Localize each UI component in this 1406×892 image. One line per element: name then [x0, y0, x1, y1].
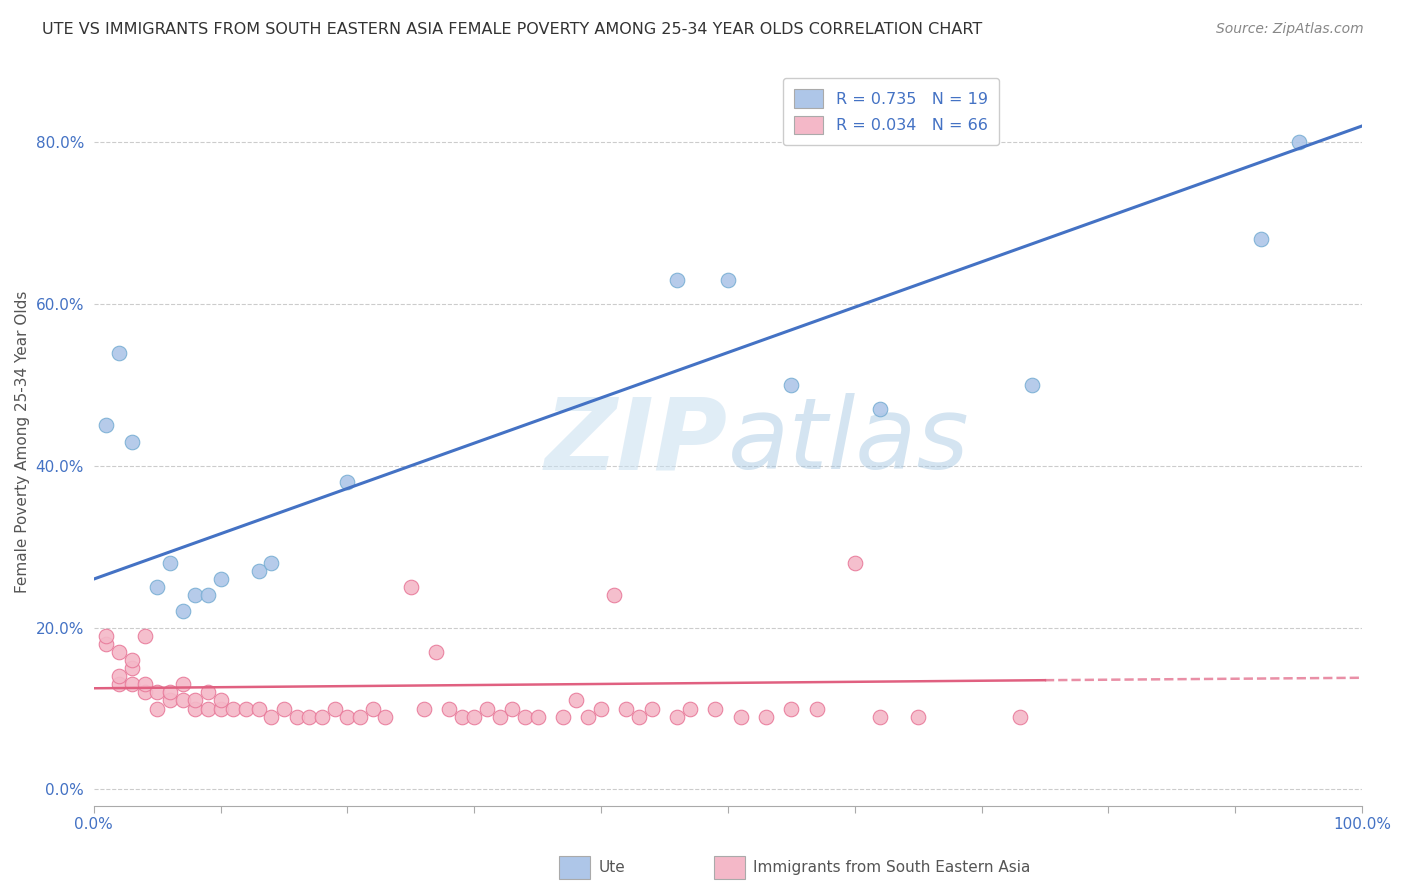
Point — [780, 377, 803, 392]
Point — [273, 701, 295, 715]
Point — [551, 709, 574, 723]
Point — [1250, 232, 1272, 246]
Point — [730, 709, 752, 723]
Point — [159, 685, 181, 699]
Point — [184, 693, 207, 707]
Point — [463, 709, 485, 723]
Legend: R = 0.735   N = 19, R = 0.034   N = 66: R = 0.735 N = 19, R = 0.034 N = 66 — [783, 78, 998, 145]
Point — [247, 701, 270, 715]
Point — [806, 701, 828, 715]
Point — [666, 709, 689, 723]
Point — [374, 709, 396, 723]
Text: atlas: atlas — [728, 393, 970, 490]
Point — [717, 273, 740, 287]
Point — [172, 693, 194, 707]
Point — [121, 677, 143, 691]
Y-axis label: Female Poverty Among 25-34 Year Olds: Female Poverty Among 25-34 Year Olds — [15, 290, 30, 592]
Point — [108, 345, 131, 359]
Point — [591, 701, 613, 715]
Point — [513, 709, 536, 723]
Point — [146, 701, 169, 715]
Point — [108, 645, 131, 659]
Point — [1288, 135, 1310, 149]
Point — [184, 588, 207, 602]
Point — [666, 273, 689, 287]
Point — [172, 677, 194, 691]
Point — [349, 709, 371, 723]
Point — [146, 580, 169, 594]
Point — [564, 693, 586, 707]
Point — [488, 709, 510, 723]
Point — [96, 637, 118, 651]
Point — [197, 701, 219, 715]
Point — [755, 709, 778, 723]
Point — [679, 701, 702, 715]
Point — [209, 572, 232, 586]
Point — [159, 556, 181, 570]
Point — [361, 701, 384, 715]
Point — [603, 588, 626, 602]
Text: ZIP: ZIP — [546, 393, 728, 490]
Point — [616, 701, 638, 715]
Point — [869, 402, 891, 417]
Point — [412, 701, 434, 715]
Point — [780, 701, 803, 715]
Point — [159, 693, 181, 707]
Point — [209, 693, 232, 707]
Point — [450, 709, 472, 723]
Text: Immigrants from South Eastern Asia: Immigrants from South Eastern Asia — [754, 861, 1031, 875]
Point — [437, 701, 460, 715]
Point — [134, 629, 156, 643]
Text: Source: ZipAtlas.com: Source: ZipAtlas.com — [1216, 22, 1364, 37]
Point — [869, 709, 891, 723]
Point — [134, 677, 156, 691]
Point — [298, 709, 321, 723]
Point — [121, 661, 143, 675]
Point — [1021, 377, 1043, 392]
Text: Ute: Ute — [599, 861, 626, 875]
Point — [108, 677, 131, 691]
Point — [247, 564, 270, 578]
Point — [285, 709, 308, 723]
Point — [96, 629, 118, 643]
Point — [844, 556, 866, 570]
Point — [323, 701, 346, 715]
Point — [704, 701, 727, 715]
Point — [336, 709, 359, 723]
Point — [146, 685, 169, 699]
Point — [222, 701, 245, 715]
Point — [641, 701, 664, 715]
Point — [108, 669, 131, 683]
Point — [235, 701, 257, 715]
Point — [526, 709, 548, 723]
Point — [121, 434, 143, 449]
Point — [628, 709, 651, 723]
Text: UTE VS IMMIGRANTS FROM SOUTH EASTERN ASIA FEMALE POVERTY AMONG 25-34 YEAR OLDS C: UTE VS IMMIGRANTS FROM SOUTH EASTERN ASI… — [42, 22, 983, 37]
Point — [260, 556, 283, 570]
Point — [184, 701, 207, 715]
Point — [197, 588, 219, 602]
Point — [311, 709, 333, 723]
Point — [501, 701, 523, 715]
Point — [197, 685, 219, 699]
Point — [475, 701, 498, 715]
Point — [134, 685, 156, 699]
Point — [1008, 709, 1031, 723]
Point — [399, 580, 422, 594]
Point — [425, 645, 447, 659]
Point — [121, 653, 143, 667]
Point — [336, 475, 359, 489]
Point — [96, 418, 118, 433]
Point — [260, 709, 283, 723]
Point — [209, 701, 232, 715]
Point — [907, 709, 929, 723]
Point — [576, 709, 599, 723]
Point — [172, 604, 194, 618]
